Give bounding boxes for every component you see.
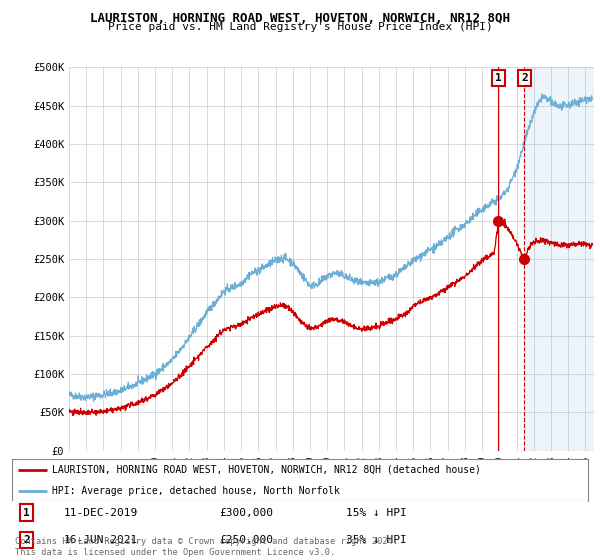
Text: 2: 2 [23, 535, 30, 545]
Bar [524, 67, 594, 451]
Text: 11-DEC-2019: 11-DEC-2019 [64, 508, 138, 517]
Text: 2: 2 [521, 73, 528, 83]
Text: Price paid vs. HM Land Registry's House Price Index (HPI): Price paid vs. HM Land Registry's House … [107, 22, 493, 32]
Text: £300,000: £300,000 [220, 508, 274, 517]
Text: 1: 1 [23, 508, 30, 517]
Text: HPI: Average price, detached house, North Norfolk: HPI: Average price, detached house, Nort… [52, 486, 340, 496]
Text: 15% ↓ HPI: 15% ↓ HPI [346, 508, 407, 517]
Text: Contains HM Land Registry data © Crown copyright and database right 2024.
This d: Contains HM Land Registry data © Crown c… [15, 537, 398, 557]
Text: LAURISTON, HORNING ROAD WEST, HOVETON, NORWICH, NR12 8QH: LAURISTON, HORNING ROAD WEST, HOVETON, N… [90, 12, 510, 25]
Text: LAURISTON, HORNING ROAD WEST, HOVETON, NORWICH, NR12 8QH (detached house): LAURISTON, HORNING ROAD WEST, HOVETON, N… [52, 465, 481, 475]
Text: 16-JUN-2021: 16-JUN-2021 [64, 535, 138, 545]
Text: £250,000: £250,000 [220, 535, 274, 545]
Text: 1: 1 [495, 73, 502, 83]
Text: 35% ↓ HPI: 35% ↓ HPI [346, 535, 407, 545]
